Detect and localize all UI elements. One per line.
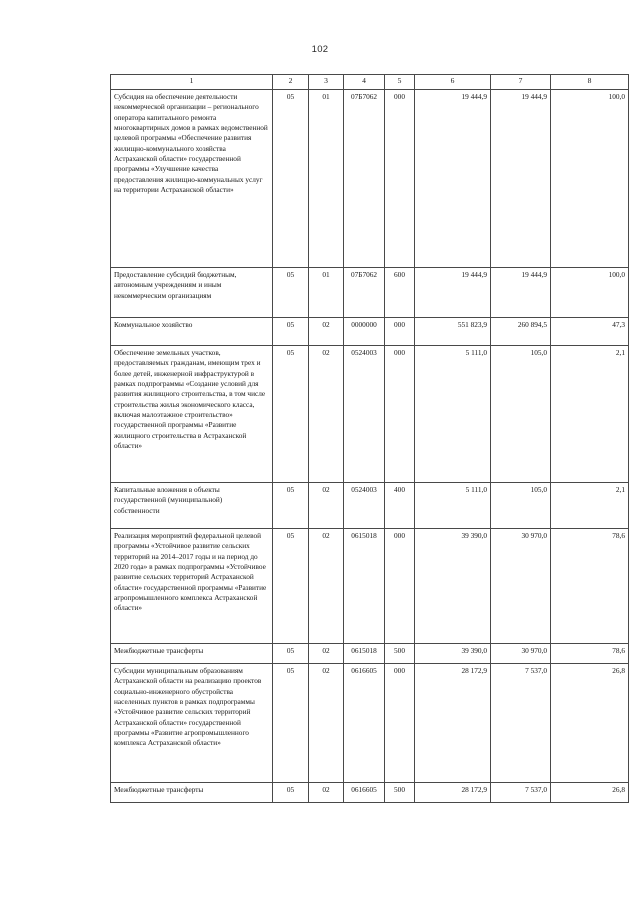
cell-c5: 000 <box>384 88 415 268</box>
cell-c2: 05 <box>272 344 309 483</box>
cell-c7: 7 537,0 <box>490 662 551 783</box>
cell-c7: 260 894,5 <box>490 316 551 346</box>
cell-c6: 19 444,9 <box>414 88 491 268</box>
cell-c2: 05 <box>272 266 309 318</box>
cell-c7: 30 970,0 <box>490 642 551 664</box>
cell-c2: 05 <box>272 781 309 803</box>
cell-c4: 0615018 <box>343 642 385 664</box>
cell-c6: 19 444,9 <box>414 266 491 318</box>
row-label: Коммунальное хозяйство <box>110 316 273 346</box>
cell-c8: 26,8 <box>550 781 629 803</box>
cell-c6: 551 823,9 <box>414 316 491 346</box>
cell-c7: 30 970,0 <box>490 527 551 644</box>
cell-c6: 28 172,9 <box>414 781 491 803</box>
cell-c6: 5 111,0 <box>414 344 491 483</box>
row-label: Реализация мероприятий федеральной целев… <box>110 527 273 644</box>
table-container: 1 2 3 4 5 6 7 8 Субсидия на обеспечение деятельн… <box>110 74 629 803</box>
cell-c2: 05 <box>272 527 309 644</box>
column-header-7: 7 <box>490 74 551 90</box>
column-header-6: 6 <box>414 74 491 90</box>
cell-c5: 000 <box>384 662 415 783</box>
column-header-5: 5 <box>384 74 415 90</box>
column-header-1: 1 <box>110 74 273 90</box>
table-row: Субсидии муниципальным образованиям Астр… <box>110 662 629 783</box>
cell-c2: 05 <box>272 642 309 664</box>
row-label: Обеспечение земельных участков, предоста… <box>110 344 273 483</box>
cell-c7: 19 444,9 <box>490 266 551 318</box>
cell-c7: 7 537,0 <box>490 781 551 803</box>
cell-c3: 02 <box>308 344 344 483</box>
cell-c5: 600 <box>384 266 415 318</box>
cell-c7: 19 444,9 <box>490 88 551 268</box>
cell-c4: 0524003 <box>343 481 385 529</box>
cell-c8: 26,8 <box>550 662 629 783</box>
cell-c2: 05 <box>272 481 309 529</box>
cell-c4: 0615018 <box>343 527 385 644</box>
row-label: Субсидия на обеспечение деятельности нек… <box>110 88 273 268</box>
cell-c6: 39 390,0 <box>414 527 491 644</box>
column-header-4: 4 <box>343 74 385 90</box>
table-row: Предоставление субсидий бюджетным, автон… <box>110 266 629 318</box>
cell-c3: 01 <box>308 266 344 318</box>
cell-c5: 500 <box>384 781 415 803</box>
cell-c4: 0616605 <box>343 662 385 783</box>
column-header-3: 3 <box>308 74 344 90</box>
page-number: 102 <box>311 44 329 55</box>
cell-c3: 02 <box>308 642 344 664</box>
cell-c8: 78,6 <box>550 527 629 644</box>
cell-c3: 02 <box>308 662 344 783</box>
cell-c8: 2,1 <box>550 344 629 483</box>
table-row: Реализация мероприятий федеральной целев… <box>110 527 629 644</box>
row-label: Предоставление субсидий бюджетным, автон… <box>110 266 273 318</box>
cell-c8: 78,6 <box>550 642 629 664</box>
cell-c3: 02 <box>308 481 344 529</box>
cell-c7: 105,0 <box>490 344 551 483</box>
cell-c6: 28 172,9 <box>414 662 491 783</box>
table-row: Коммунальное хозяйство 05 02 0000000 000 551 … <box>110 316 629 346</box>
cell-c2: 05 <box>272 316 309 346</box>
budget-allocation-table: 1 2 3 4 5 6 7 8 Субсидия на обеспечение деятельн… <box>110 74 629 803</box>
cell-c4: 07Б7062 <box>343 266 385 318</box>
cell-c5: 500 <box>384 642 415 664</box>
table-row: Межбюджетные трансферты 05 02 0616605 500 28 … <box>110 781 629 803</box>
cell-c3: 02 <box>308 527 344 644</box>
table-row: Межбюджетные трансферты 05 02 0615018 500 39 … <box>110 642 629 664</box>
column-header-8: 8 <box>550 74 629 90</box>
cell-c4: 0524003 <box>343 344 385 483</box>
cell-c4: 07Б7062 <box>343 88 385 268</box>
cell-c8: 100,0 <box>550 266 629 318</box>
row-label: Межбюджетные трансферты <box>110 781 273 803</box>
cell-c6: 39 390,0 <box>414 642 491 664</box>
row-label: Межбюджетные трансферты <box>110 642 273 664</box>
row-label: Капитальные вложения в объекты государст… <box>110 481 273 529</box>
cell-c8: 2,1 <box>550 481 629 529</box>
table-row: Капитальные вложения в объекты государст… <box>110 481 629 529</box>
cell-c5: 000 <box>384 316 415 346</box>
cell-c6: 5 111,0 <box>414 481 491 529</box>
cell-c8: 100,0 <box>550 88 629 268</box>
table-row: Обеспечение земельных участков, предоста… <box>110 344 629 483</box>
cell-c3: 02 <box>308 316 344 346</box>
column-header-2: 2 <box>272 74 309 90</box>
cell-c5: 000 <box>384 527 415 644</box>
cell-c7: 105,0 <box>490 481 551 529</box>
cell-c3: 01 <box>308 88 344 268</box>
cell-c3: 02 <box>308 781 344 803</box>
cell-c4: 0616605 <box>343 781 385 803</box>
cell-c5: 000 <box>384 344 415 483</box>
cell-c4: 0000000 <box>343 316 385 346</box>
cell-c2: 05 <box>272 88 309 268</box>
row-label: Субсидии муниципальным образованиям Астр… <box>110 662 273 783</box>
cell-c5: 400 <box>384 481 415 529</box>
cell-c8: 47,3 <box>550 316 629 346</box>
cell-c2: 05 <box>272 662 309 783</box>
table-row: Субсидия на обеспечение деятельности нек… <box>110 88 629 268</box>
